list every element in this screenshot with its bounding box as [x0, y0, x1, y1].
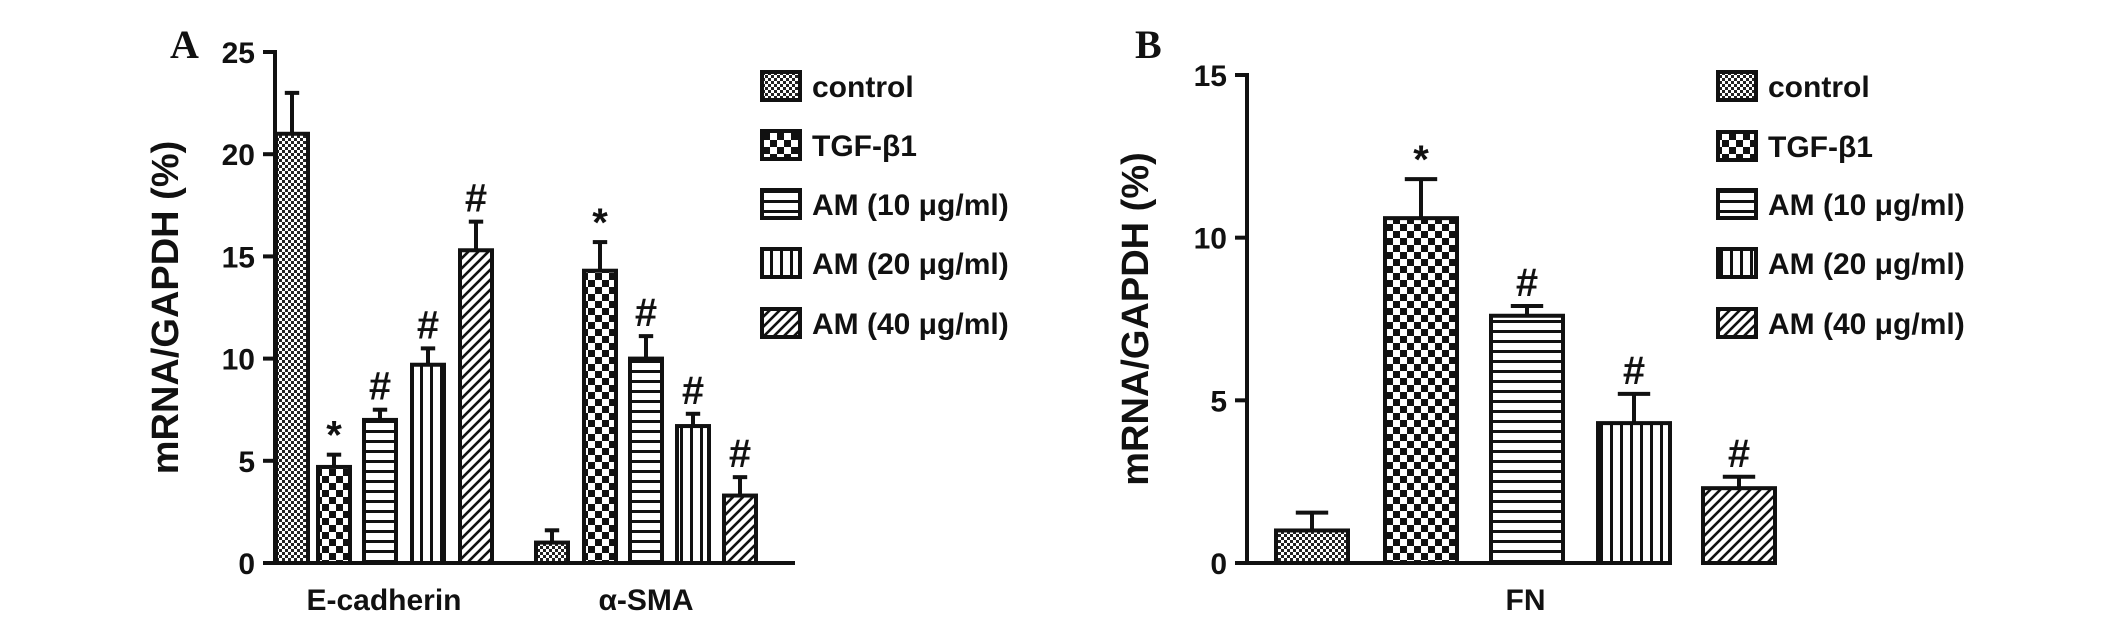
y-tick-label: 0: [1210, 548, 1227, 581]
bar: [534, 540, 570, 565]
bar: [274, 131, 310, 565]
y-tick-label: 0: [238, 548, 255, 581]
significance-mark: *: [1413, 138, 1429, 182]
legend-label: AM (10 μg/ml): [1768, 189, 1965, 222]
panel-letter: B: [1135, 22, 1162, 67]
bar: [675, 424, 711, 565]
y-tick-label: 25: [222, 37, 255, 70]
bar: [1489, 313, 1565, 565]
legend-swatch: [760, 307, 802, 339]
legend-label: AM (40 μg/ml): [812, 308, 1009, 341]
legend-swatch: [760, 188, 802, 220]
legend-label: AM (40 μg/ml): [1768, 308, 1965, 341]
legend-label: control: [1768, 71, 1870, 104]
bar: [1596, 421, 1672, 565]
legend-swatch: [1716, 130, 1758, 162]
bar: [1383, 216, 1459, 565]
x-category-label: E-cadherin: [306, 584, 461, 617]
legend: control TGF-β1 AM (10 μg/ml) AM (20 μg/ml) A…: [1716, 70, 1965, 341]
legend: control TGF-β1 AM (10 μg/ml) AM (20 μg/ml) A…: [760, 70, 1009, 341]
bar: [410, 362, 446, 565]
legend-swatch: [1716, 247, 1758, 279]
panel-A: A 0 5 10 15 20 25 mRNA/GAPDH (%) * # # # E-cadherin *…: [145, 22, 1009, 617]
significance-mark: *: [326, 414, 342, 458]
legend-swatch: [1716, 188, 1758, 220]
bar: [1701, 486, 1777, 566]
significance-mark: *: [592, 201, 608, 245]
panel-B: B 0 5 10 15 mRNA/GAPDH (%) * # # # FN control TGF-β1…: [1115, 22, 1965, 617]
significance-mark: #: [729, 432, 751, 476]
significance-mark: #: [635, 291, 657, 335]
y-tick-label: 10: [222, 344, 255, 377]
significance-mark: #: [682, 369, 704, 413]
bar: [628, 356, 664, 565]
y-tick-label: 5: [238, 446, 255, 479]
legend-swatch: [760, 247, 802, 279]
significance-mark: #: [1728, 432, 1750, 476]
bar: [582, 268, 618, 565]
significance-mark: #: [1623, 349, 1645, 393]
y-tick-label: 15: [222, 241, 255, 274]
legend-swatch: [760, 129, 802, 161]
y-axis-label: mRNA/GAPDH (%): [1115, 152, 1157, 486]
y-tick-label: 15: [1194, 60, 1227, 93]
bar: [722, 493, 758, 566]
legend-swatch: [1716, 70, 1758, 102]
y-tick-label: 10: [1194, 223, 1227, 256]
legend-label: control: [812, 71, 914, 104]
significance-mark: #: [465, 177, 487, 221]
legend-swatch: [1716, 307, 1758, 339]
legend-label: AM (20 μg/ml): [1768, 248, 1965, 281]
legend-swatch: [760, 70, 802, 102]
significance-mark: #: [1516, 261, 1538, 305]
x-category-label: α-SMA: [598, 584, 693, 617]
legend-label: AM (10 μg/ml): [812, 189, 1009, 222]
panel-letter: A: [170, 22, 199, 67]
y-tick-label: 5: [1210, 385, 1227, 418]
legend-label: TGF-β1: [1768, 131, 1873, 164]
legend-label: TGF-β1: [812, 130, 917, 163]
significance-mark: #: [369, 365, 391, 409]
significance-mark: #: [417, 303, 439, 347]
bar: [316, 464, 352, 566]
legend-label: AM (20 μg/ml): [812, 248, 1009, 281]
bar: [458, 248, 494, 565]
y-axis-label: mRNA/GAPDH (%): [145, 141, 187, 475]
bar: [362, 417, 398, 566]
bar: [1274, 528, 1350, 566]
y-tick-label: 20: [222, 139, 255, 172]
x-category-label: FN: [1506, 584, 1546, 617]
